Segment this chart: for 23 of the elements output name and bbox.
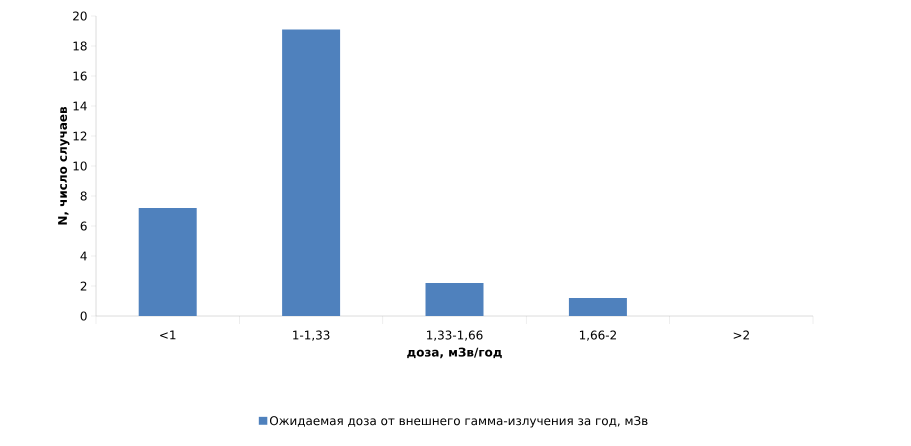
legend-label: Ожидаемая доза от внешнего гамма-излучения за год, мЗв	[270, 416, 648, 428]
y-tick-label: 14	[74, 102, 87, 110]
bar	[138, 208, 197, 316]
y-tick-label: 12	[74, 132, 86, 140]
bar	[426, 283, 484, 316]
y-tick-label: 8	[80, 191, 87, 201]
y-tick-label: 0	[80, 311, 87, 321]
x-tick-label: 1,66-2	[580, 330, 616, 341]
y-tick-label: 10	[74, 161, 87, 171]
y-tick-label: 16	[74, 71, 87, 81]
x-tick-label: <1	[160, 330, 176, 340]
y-tick-label: 20	[73, 11, 87, 21]
y-tick-label: 18	[74, 41, 87, 51]
y-axis-title: N, число случаев	[58, 106, 70, 224]
x-tick-label: 1-1,33	[293, 330, 330, 341]
x-tick-label: >2	[734, 330, 749, 340]
bar	[282, 30, 340, 316]
x-tick-label: 1,33-1,66	[427, 330, 483, 341]
y-tick-label: 6	[80, 221, 87, 231]
y-tick-label: 4	[80, 252, 87, 260]
x-axis-title: доза, мЗв/год	[407, 348, 502, 358]
bar	[568, 298, 627, 316]
y-tick-label: 2	[80, 282, 86, 290]
